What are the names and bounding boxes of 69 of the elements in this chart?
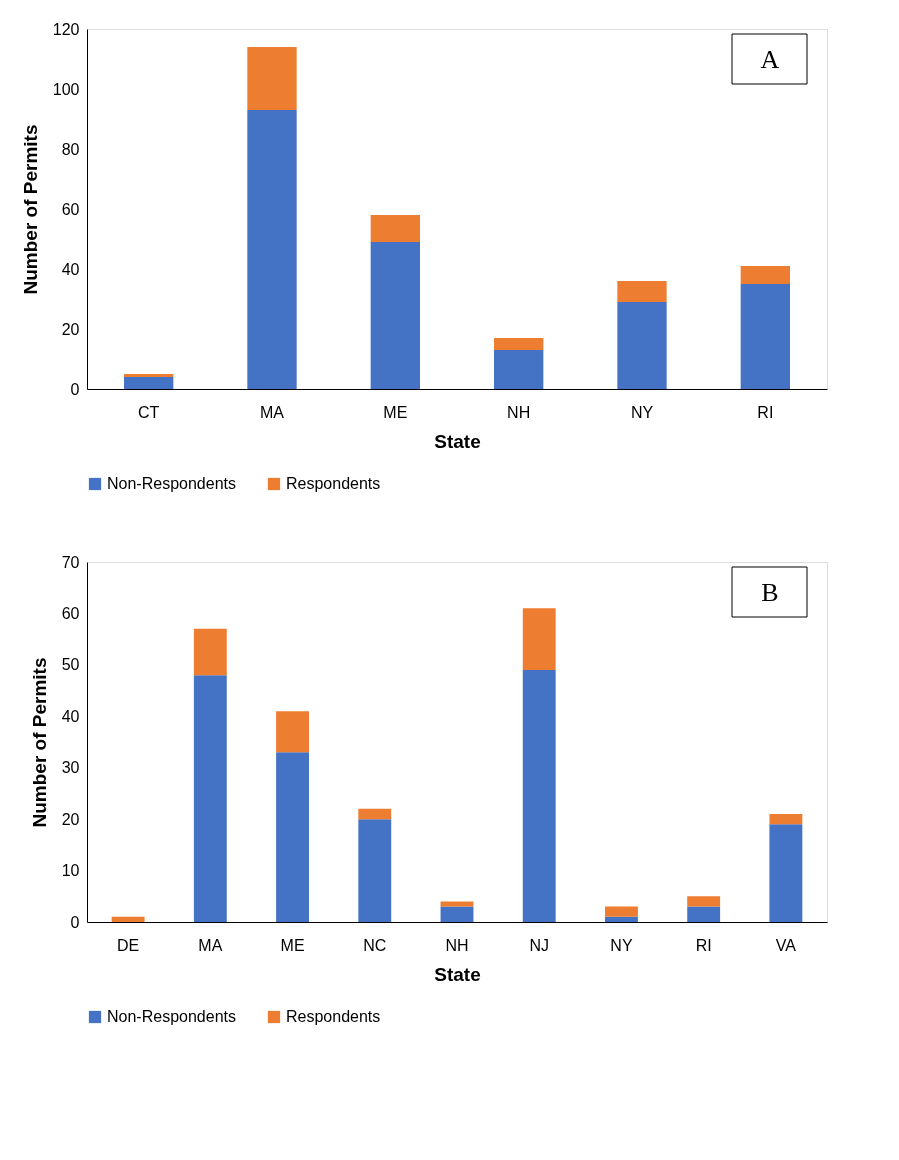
x-tick-label: NY — [630, 403, 654, 421]
y-tick-label: 120 — [52, 20, 80, 38]
x-tick-label: NH — [445, 936, 469, 954]
y-tick-label: 40 — [61, 260, 80, 278]
y-tick-label: 60 — [61, 604, 80, 622]
annotation: A — [760, 45, 780, 74]
bar — [617, 302, 667, 389]
y-tick-label: 10 — [61, 862, 80, 880]
x-tick-label: ME — [383, 403, 408, 421]
bar — [494, 338, 544, 350]
bar — [522, 608, 556, 670]
y-tick-label: 20 — [61, 320, 80, 338]
bar — [111, 916, 145, 922]
bar — [769, 824, 803, 922]
legend-label: Non-Respondents — [107, 475, 236, 492]
legend-label: Respondents — [286, 1008, 381, 1025]
x-tick-label: MA — [260, 403, 285, 421]
bar — [193, 628, 227, 676]
x-axis-title: State — [434, 430, 481, 452]
bar — [617, 281, 667, 302]
y-tick-label: 40 — [61, 707, 80, 725]
y-tick-label: 0 — [70, 380, 80, 398]
x-axis-title: State — [434, 963, 481, 985]
bar — [494, 350, 544, 389]
x-tick-label: NH — [507, 403, 531, 421]
bar — [193, 675, 227, 922]
x-tick-label: VA — [775, 936, 797, 954]
bar — [440, 906, 474, 922]
bar — [769, 814, 803, 825]
bar — [358, 819, 392, 922]
bar — [370, 215, 420, 242]
x-tick-label: ME — [280, 936, 305, 954]
bar — [124, 374, 174, 377]
bar — [522, 670, 556, 922]
y-tick-label: 30 — [61, 759, 80, 777]
y-tick-label: 20 — [61, 810, 80, 828]
bar — [358, 808, 392, 820]
x-tick-label: DE — [116, 936, 140, 954]
bar — [370, 242, 420, 389]
y-tick-label: 80 — [61, 140, 80, 158]
y-axis-title: Number of Permits — [28, 657, 50, 828]
bar — [276, 711, 309, 753]
y-tick-label: 100 — [52, 80, 80, 98]
bar — [440, 901, 474, 907]
x-tick-label: RI — [695, 936, 712, 954]
annotation: B — [761, 578, 779, 607]
y-axis-title: Number of Permits — [19, 124, 41, 295]
bar — [740, 266, 790, 284]
x-tick-label: NC — [363, 936, 387, 954]
bar — [247, 110, 297, 389]
bar — [740, 284, 790, 389]
bar — [247, 47, 297, 110]
bar — [687, 906, 721, 922]
bar — [687, 896, 721, 907]
y-tick-label: 50 — [61, 656, 80, 674]
y-tick-label: 70 — [61, 553, 80, 571]
x-tick-label: MA — [198, 936, 223, 954]
bar — [124, 377, 174, 389]
y-tick-label: 0 — [70, 913, 80, 931]
bar — [276, 752, 309, 922]
bar — [605, 906, 638, 917]
x-tick-label: NJ — [529, 936, 549, 954]
legend-label: Respondents — [286, 475, 381, 492]
legend-label: Non-Respondents — [107, 1008, 236, 1025]
y-tick-label: 60 — [61, 200, 80, 218]
x-tick-label: RI — [757, 403, 774, 421]
bar — [605, 916, 638, 922]
x-tick-label: NY — [610, 936, 633, 954]
x-tick-label: CT — [138, 403, 160, 421]
